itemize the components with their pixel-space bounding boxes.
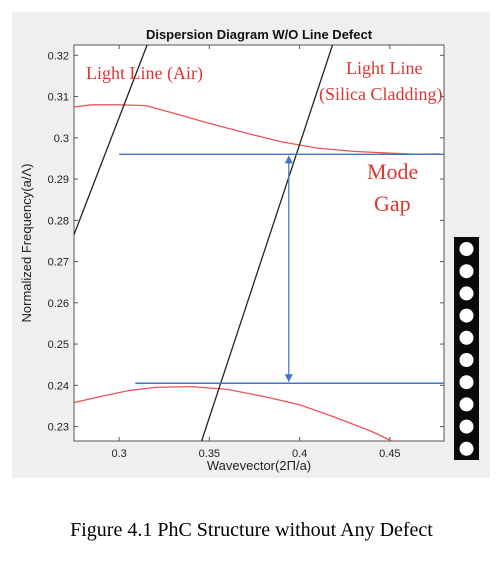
phc-hole xyxy=(459,397,474,412)
y-tick-label: 0.29 xyxy=(48,174,69,186)
phc-hole xyxy=(459,441,474,456)
series-line-4 xyxy=(200,45,334,441)
x-tick-label: 0.45 xyxy=(379,448,400,460)
chart-title: Dispersion Diagram W/O Line Defect xyxy=(146,27,373,42)
y-axis-label: Normalized Frequency(a/Λ) xyxy=(19,164,34,323)
y-tick-label: 0.31 xyxy=(48,92,69,104)
phc-hole xyxy=(459,242,474,256)
y-tick-label: 0.24 xyxy=(48,380,69,392)
dispersion-chart: Dispersion Diagram W/O Line Defect Wavev… xyxy=(19,27,479,473)
phc-hole xyxy=(459,330,474,345)
figure-panel: Dispersion Diagram W/O Line Defect Wavev… xyxy=(12,12,490,478)
y-tick-label: 0.25 xyxy=(48,339,69,351)
y-tick-label: 0.27 xyxy=(48,257,69,269)
annotation-light-line-silica-line2: (Silica Cladding) xyxy=(319,84,442,105)
phc-structure-icon xyxy=(454,237,479,460)
y-tick-label: 0.23 xyxy=(48,422,69,434)
plot-area xyxy=(74,45,444,441)
phc-hole xyxy=(459,308,474,323)
y-tick-label: 0.26 xyxy=(48,298,69,310)
y-tick-label: 0.3 xyxy=(54,133,69,145)
phc-hole xyxy=(459,286,474,301)
series-line-2 xyxy=(74,385,392,441)
phc-hole xyxy=(459,419,474,434)
annotation-light-line-air: Light Line (Air) xyxy=(86,63,203,84)
annotation-mode: Mode xyxy=(367,159,418,184)
x-axis-label: Wavevector(2Π/a) xyxy=(207,458,311,473)
series-line-3 xyxy=(74,45,148,235)
annotation-light-line-silica-line1: Light Line xyxy=(346,58,422,78)
mode-gap-arrowhead-up xyxy=(284,155,293,164)
series-line-1 xyxy=(74,104,441,155)
phc-hole xyxy=(459,375,474,390)
y-tick-label: 0.28 xyxy=(48,215,69,227)
y-tick-label: 0.32 xyxy=(48,50,69,62)
x-tick-label: 0.4 xyxy=(292,448,307,460)
x-tick-label: 0.35 xyxy=(199,448,220,460)
phc-hole xyxy=(459,353,474,367)
mode-gap-arrowhead-down xyxy=(284,374,293,383)
annotation-gap: Gap xyxy=(374,191,411,216)
plot-frame xyxy=(73,44,445,442)
phc-hole xyxy=(459,264,474,279)
figure-caption: Figure 4.1 PhC Structure without Any Def… xyxy=(70,519,433,541)
x-tick-label: 0.3 xyxy=(111,448,126,460)
